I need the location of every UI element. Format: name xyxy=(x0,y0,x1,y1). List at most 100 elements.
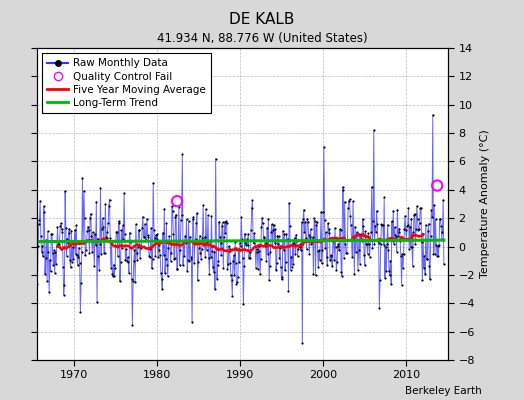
Point xyxy=(394,233,402,240)
Point xyxy=(320,217,329,224)
Point xyxy=(71,251,80,258)
Point xyxy=(431,216,440,222)
Point xyxy=(343,250,351,256)
Point xyxy=(436,216,444,222)
Point xyxy=(41,255,50,262)
Point xyxy=(159,251,168,258)
Point xyxy=(114,253,122,259)
Point xyxy=(352,249,360,255)
Point xyxy=(270,240,279,246)
Point xyxy=(118,222,127,228)
Point xyxy=(326,252,335,258)
Point xyxy=(318,260,326,266)
Point xyxy=(35,216,43,223)
Point xyxy=(285,288,293,294)
Point xyxy=(261,242,269,249)
Point xyxy=(65,226,73,232)
Point xyxy=(369,218,377,224)
Point xyxy=(262,258,270,264)
Point xyxy=(279,228,287,234)
Point xyxy=(186,234,194,240)
Point xyxy=(254,266,262,272)
Point xyxy=(79,240,88,246)
Point xyxy=(99,215,107,222)
Point xyxy=(138,224,146,231)
Point xyxy=(71,226,79,233)
Point xyxy=(301,218,309,225)
Point xyxy=(275,233,283,240)
Point xyxy=(433,243,442,249)
Point xyxy=(170,256,178,263)
Point xyxy=(37,248,46,255)
Point xyxy=(303,216,311,222)
Point xyxy=(129,258,138,264)
Point xyxy=(358,238,366,244)
Point xyxy=(249,240,258,247)
Point xyxy=(193,277,202,284)
Point xyxy=(38,243,47,249)
Point xyxy=(342,250,350,256)
Point xyxy=(331,225,339,231)
Point xyxy=(281,258,290,265)
Point xyxy=(107,239,116,245)
Point xyxy=(253,246,261,252)
Point xyxy=(373,208,381,214)
Point xyxy=(382,268,390,274)
Point xyxy=(221,230,230,236)
Point xyxy=(418,238,426,245)
Point xyxy=(197,256,205,263)
Point xyxy=(424,220,433,227)
Point xyxy=(377,221,386,227)
Point xyxy=(73,262,82,269)
Point xyxy=(101,250,109,256)
Point xyxy=(137,244,145,250)
Point xyxy=(58,226,66,232)
Point xyxy=(332,267,341,273)
Point xyxy=(75,245,83,251)
Point xyxy=(380,194,388,200)
Point xyxy=(174,238,182,244)
Point xyxy=(42,237,51,243)
Point xyxy=(223,220,231,226)
Point xyxy=(189,216,197,222)
Point xyxy=(409,229,418,236)
Point xyxy=(277,276,286,282)
Point xyxy=(198,246,206,252)
Point xyxy=(213,276,221,282)
Point xyxy=(70,239,78,245)
Point xyxy=(182,240,190,246)
Point xyxy=(228,292,236,299)
Point xyxy=(322,254,331,260)
Point xyxy=(304,219,312,225)
Point xyxy=(163,262,171,268)
Point xyxy=(102,234,110,240)
Point xyxy=(336,226,344,232)
Point xyxy=(267,229,275,235)
Point xyxy=(270,222,278,228)
Point xyxy=(82,237,91,243)
Point xyxy=(96,185,105,191)
Point xyxy=(384,247,392,254)
Point xyxy=(58,229,67,236)
Point xyxy=(133,250,141,256)
Point xyxy=(355,230,364,237)
Point xyxy=(214,262,222,268)
Point xyxy=(208,213,216,219)
Point xyxy=(371,223,379,229)
Point xyxy=(391,232,399,238)
Point xyxy=(155,242,163,248)
Point xyxy=(157,270,165,276)
Point xyxy=(121,231,129,237)
Point xyxy=(296,241,304,247)
Point xyxy=(408,244,416,250)
Point xyxy=(310,215,319,221)
Point xyxy=(383,241,391,247)
Point xyxy=(123,258,131,264)
Point xyxy=(216,240,225,246)
Point xyxy=(97,250,105,257)
Point xyxy=(131,279,139,285)
Point xyxy=(215,218,223,225)
Point xyxy=(103,229,112,236)
Point xyxy=(100,250,108,256)
Point xyxy=(287,266,295,273)
